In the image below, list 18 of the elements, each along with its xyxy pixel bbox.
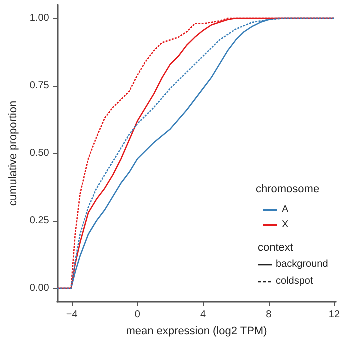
y-tick-label: 0.00 bbox=[30, 283, 50, 294]
x-axis-title: mean expression (log2 TPM) bbox=[126, 326, 268, 338]
x-tick-label: 8 bbox=[266, 310, 272, 320]
legend-label: X bbox=[282, 220, 289, 230]
x-tick-label: 12 bbox=[328, 310, 340, 320]
annotation: coldspot bbox=[276, 276, 314, 287]
y-tick-label: 0.50 bbox=[30, 148, 50, 159]
x-tick-label: 4 bbox=[200, 310, 207, 320]
y-tick-label: 0.75 bbox=[30, 80, 50, 92]
annotation: context bbox=[258, 242, 294, 254]
y-axis-title: cumulative proportion bbox=[8, 100, 20, 206]
legend-label: A bbox=[282, 204, 289, 216]
legend-title: chromosome bbox=[256, 184, 320, 196]
x-tick-label: −4 bbox=[66, 310, 78, 320]
x-tick-label: 0 bbox=[134, 310, 141, 320]
annotation: background bbox=[276, 259, 328, 270]
y-tick-label: 0.25 bbox=[30, 216, 50, 226]
y-tick-label: 1.00 bbox=[30, 13, 50, 24]
